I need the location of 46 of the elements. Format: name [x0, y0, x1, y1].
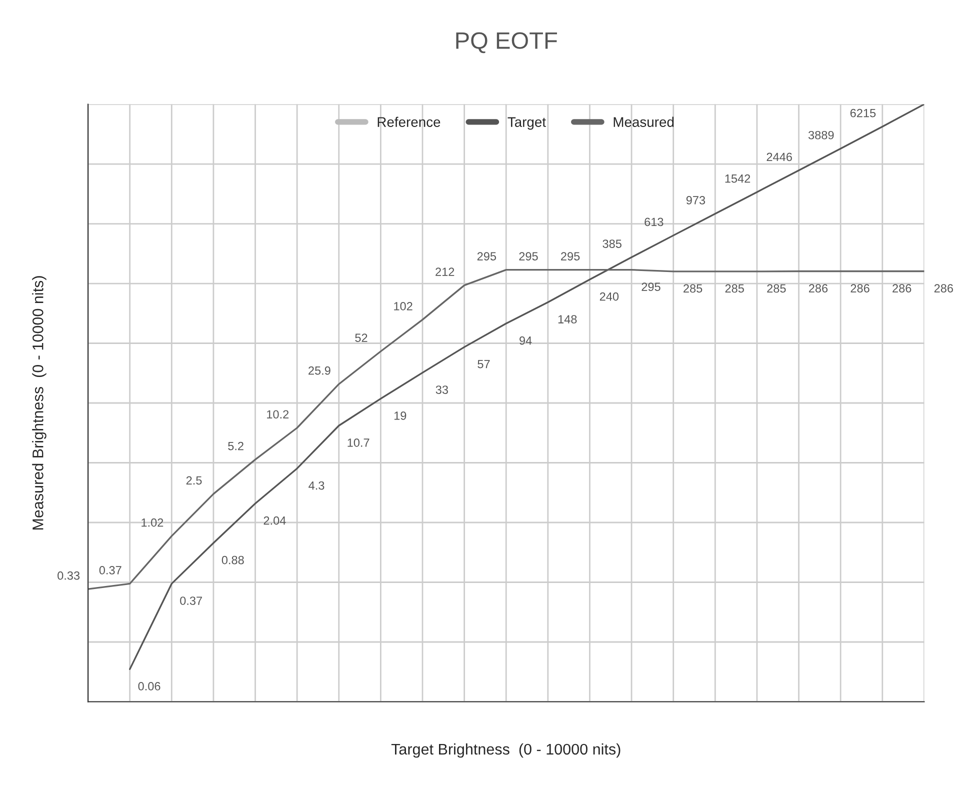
data-label: 295 [477, 252, 496, 260]
data-label: 5.2 [228, 442, 244, 450]
data-label: 0.06 [138, 682, 160, 690]
data-label: 10.7 [348, 438, 370, 447]
data-label: 286 [850, 284, 870, 292]
data-label: 286 [808, 284, 828, 292]
data-label: 295 [561, 252, 580, 260]
data-label: 613 [644, 218, 664, 226]
data-label: 285 [684, 284, 702, 293]
data-label: 285 [725, 284, 744, 293]
data-label: 94 [520, 336, 532, 345]
data-label: 2446 [766, 152, 792, 162]
legend-label: Reference [378, 116, 440, 127]
data-label: 148 [558, 315, 577, 324]
data-label: 1.02 [142, 518, 164, 527]
data-label: 286 [892, 284, 912, 292]
data-label: 295 [642, 282, 660, 292]
chart-title: PQ EOTF [456, 32, 557, 54]
x-axis-title: Target Brightness (0 - 10000 nits) [391, 743, 620, 758]
data-label: 6215 [850, 108, 876, 118]
data-label: 240 [600, 292, 619, 301]
y-axis-title: Measured Brightness (0 - 10000 nits) [32, 276, 46, 530]
data-label: 3889 [808, 130, 834, 140]
data-label: 973 [686, 196, 706, 204]
data-label: 57 [478, 360, 490, 368]
data-label: 4.3 [308, 481, 324, 490]
data-label: 295 [519, 252, 538, 260]
data-label: 385 [602, 240, 622, 248]
data-label: 25.9 [308, 366, 330, 375]
data-label: 33 [436, 386, 448, 394]
data-label: 212 [436, 268, 454, 276]
data-label: 2.5 [186, 476, 202, 485]
data-label: 285 [767, 284, 786, 293]
data-label: 1542 [725, 174, 750, 183]
data-label: 0.37 [99, 566, 122, 574]
legend-label: Target [508, 117, 546, 130]
data-label: 10.2 [267, 410, 289, 419]
data-label: 102 [394, 302, 412, 310]
data-label: 0.33 [58, 571, 80, 580]
data-label: 0.88 [222, 556, 244, 564]
legend-label: Measured [614, 116, 674, 127]
data-label: 2.04 [264, 516, 286, 525]
data-label: 0.37 [180, 596, 202, 605]
data-label: 19 [394, 412, 406, 420]
data-label: 52 [355, 334, 368, 342]
data-label: 286 [934, 284, 953, 292]
